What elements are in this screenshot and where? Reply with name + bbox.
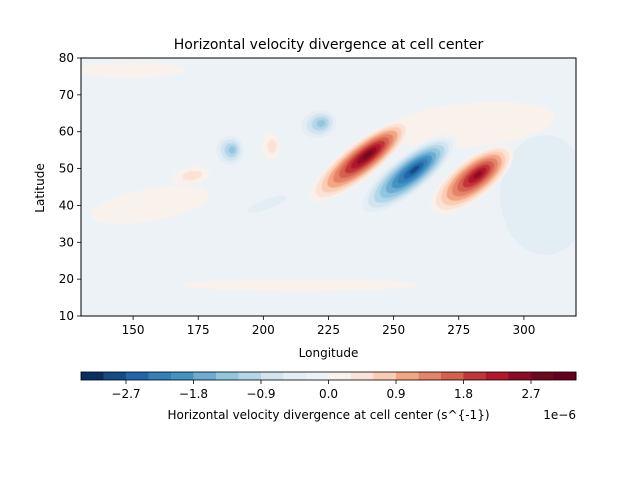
colorbar-segment — [126, 372, 149, 380]
y-tick-label: 30 — [59, 235, 74, 249]
x-tick-label: 300 — [512, 323, 535, 337]
colorbar-segment — [463, 372, 487, 380]
colorbar-segment — [553, 372, 577, 380]
colorbar-segment — [486, 372, 509, 380]
x-axis-ticks: 150 175 200 225 250 275 300 — [122, 316, 535, 337]
y-tick-label: 20 — [59, 272, 74, 286]
contour-band — [362, 150, 373, 160]
y-axis-label: Latitude — [33, 163, 47, 212]
colorbar-tick-label: 2.7 — [521, 387, 540, 401]
colorbar-segment — [81, 372, 104, 380]
y-tick-label: 40 — [59, 198, 74, 212]
field-feature-positive — [170, 166, 211, 186]
colorbar-segment — [351, 372, 374, 380]
colorbar-segment — [441, 372, 464, 380]
colorbar-segment — [396, 372, 419, 380]
background-patch-1 — [90, 186, 210, 224]
field-feature-negative — [356, 134, 458, 218]
x-tick-label: 275 — [447, 323, 470, 337]
field-feature-negative — [296, 106, 340, 142]
colorbar-offset-text: 1e−6 — [543, 408, 576, 422]
colorbar-segment — [283, 372, 307, 380]
colorbar-segment — [261, 372, 284, 380]
colorbar-segment — [238, 372, 262, 380]
colorbar-tick-label: 1.8 — [454, 387, 473, 401]
x-tick-label: 200 — [252, 323, 275, 337]
background-patch-2 — [500, 135, 576, 255]
colorbar-tick-label: 0.9 — [386, 387, 405, 401]
field-feature-negative — [223, 188, 303, 223]
contour-band — [247, 195, 287, 213]
colorbar-segment — [216, 372, 239, 380]
background-patch-0 — [385, 101, 555, 149]
colorbar-segment — [306, 372, 329, 380]
colorbar-segment — [418, 372, 442, 380]
colorbar-tick-label: −1.8 — [179, 387, 208, 401]
colorbar-segment — [328, 372, 352, 380]
colorbar-segment — [171, 372, 194, 380]
colorbar-segment — [531, 372, 554, 380]
colorbar: −2.7 −1.8 −0.9 0.0 0.9 1.8 2.7 — [80, 371, 577, 401]
x-tick-label: 175 — [187, 323, 210, 337]
colorbar-segment — [103, 372, 127, 380]
colorbar-label: Horizontal velocity divergence at cell c… — [167, 408, 489, 422]
field-feature-positive — [309, 120, 410, 202]
colorbar-segment — [148, 372, 172, 380]
contour-band — [473, 170, 483, 179]
contour-band — [409, 165, 420, 174]
y-tick-label: 50 — [59, 162, 74, 176]
y-tick-label: 60 — [59, 125, 74, 139]
field-feature-positive — [430, 145, 514, 215]
y-tick-label: 10 — [59, 309, 74, 323]
colorbar-tick-label: −2.7 — [111, 387, 140, 401]
contour-band — [267, 139, 277, 154]
field-feature-positive — [262, 132, 281, 161]
y-tick-label: 70 — [59, 88, 74, 102]
field-feature-negative — [212, 132, 247, 169]
contour-band — [316, 120, 326, 127]
y-tick-label: 80 — [59, 51, 74, 65]
background-patch-4 — [81, 62, 185, 78]
colorbar-segment — [373, 372, 397, 380]
x-tick-label: 150 — [122, 323, 145, 337]
x-axis-label: Longitude — [299, 346, 359, 360]
contour-band — [228, 146, 236, 154]
colorbar-segment — [508, 372, 532, 380]
colorbar-segment — [193, 372, 217, 380]
x-tick-label: 250 — [382, 323, 405, 337]
contour-band — [182, 170, 203, 181]
background-patch-3 — [180, 279, 420, 291]
divergence-field — [81, 62, 576, 291]
colorbar-tick-label: −0.9 — [246, 387, 275, 401]
y-axis-ticks: 10 20 30 40 50 60 70 80 — [59, 51, 81, 323]
x-tick-label: 225 — [317, 323, 340, 337]
colorbar-tick-label: 0.0 — [319, 387, 338, 401]
chart-title: Horizontal velocity divergence at cell c… — [174, 37, 484, 53]
